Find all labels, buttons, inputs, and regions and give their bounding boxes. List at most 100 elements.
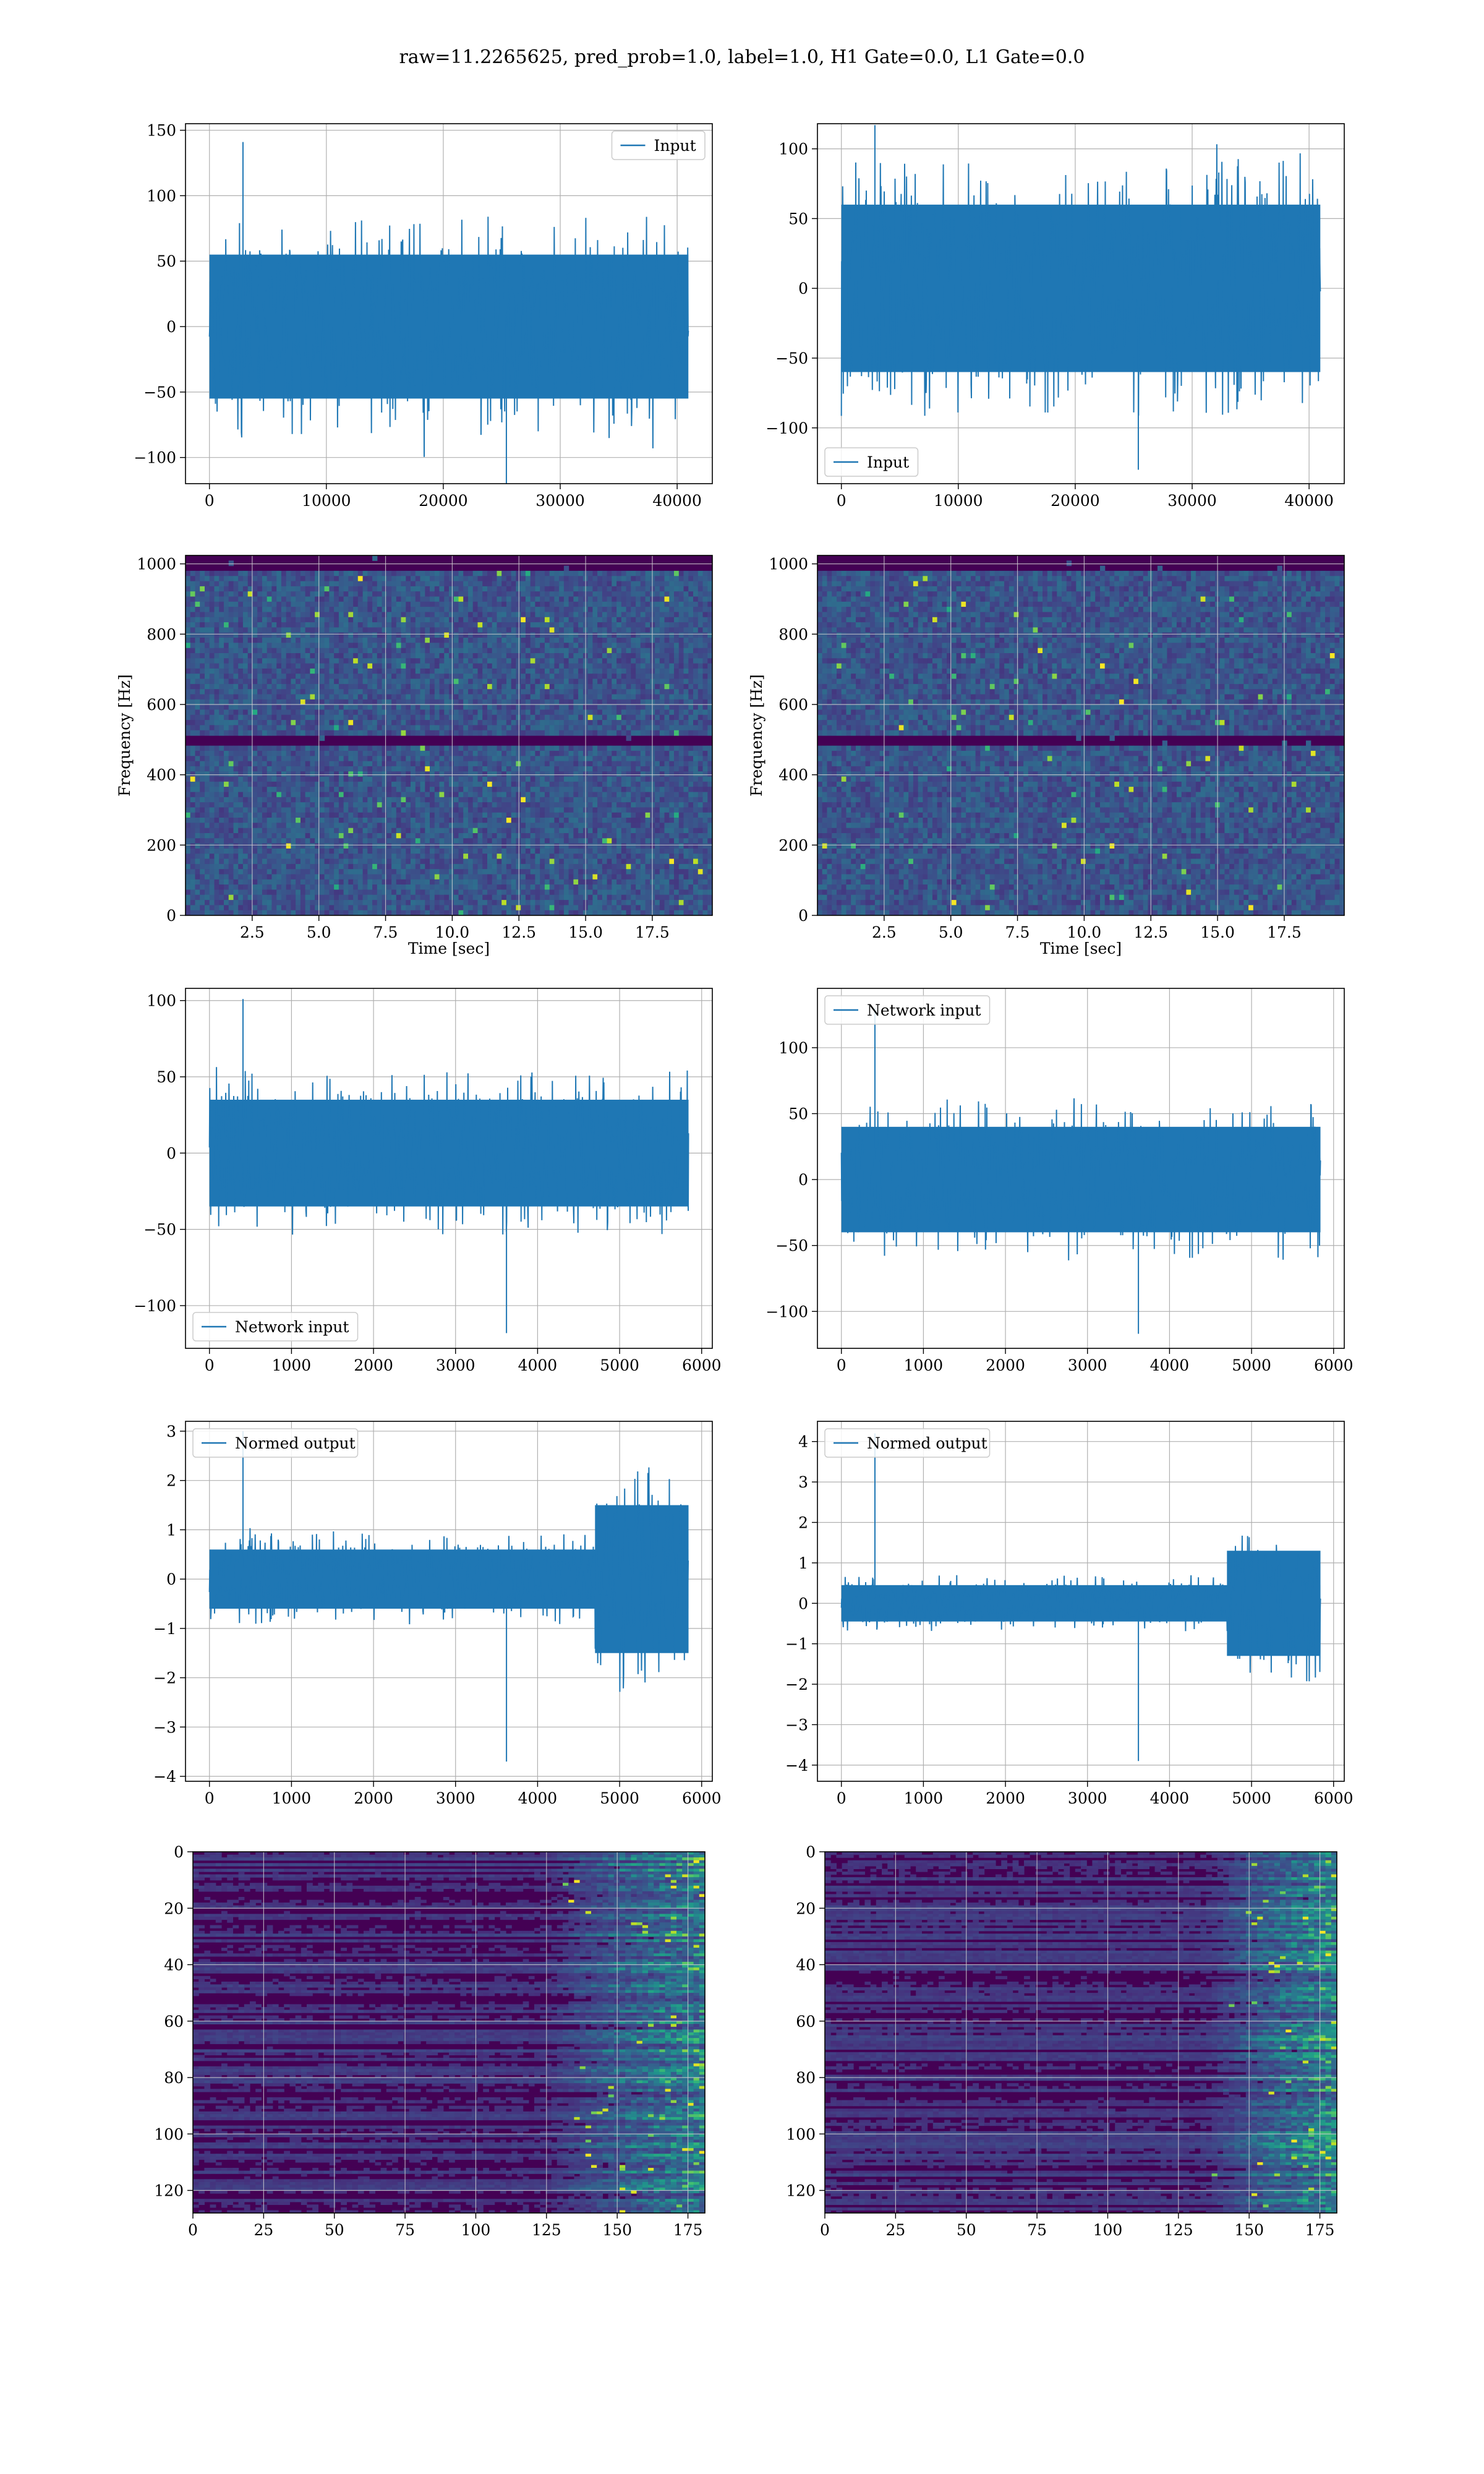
x-tick-label: 40000 — [652, 492, 702, 510]
x-tick-label: 5000 — [600, 1356, 639, 1374]
legend-label: Input — [867, 453, 909, 471]
legend: Normed output — [824, 1428, 991, 1458]
legend: Normed output — [192, 1428, 359, 1458]
axes-frame — [185, 1421, 713, 1782]
y-tick-label: −3 — [785, 1716, 808, 1734]
plot-area-normed-right — [817, 1421, 1344, 1781]
x-tick-label: 7.5 — [373, 923, 398, 941]
y-tick-label: 120 — [786, 2182, 816, 2200]
y-tick-label: −100 — [765, 419, 808, 437]
x-tick-label: 25 — [885, 2221, 905, 2239]
y-tick-label: 400 — [147, 766, 176, 784]
x-tick-label: 5000 — [1232, 1789, 1271, 1807]
y-tick-label: 60 — [796, 2013, 816, 2031]
y-tick-label: 0 — [166, 1570, 176, 1588]
x-tick-label: 150 — [602, 2221, 632, 2239]
y-tick-label: 200 — [147, 836, 176, 854]
heatmap-cells — [186, 555, 712, 915]
y-tick-label: 800 — [778, 625, 808, 643]
y-tick-label: 1000 — [769, 555, 808, 573]
y-tick-label: −50 — [775, 1237, 808, 1255]
x-tick-label: 2000 — [354, 1356, 393, 1374]
legend: Input — [824, 447, 919, 477]
x-tick-label: 30000 — [535, 492, 585, 510]
axes-frame — [817, 123, 1345, 484]
series-line-network-input — [840, 1008, 1321, 1334]
x-tick-label: 7.5 — [1005, 923, 1030, 941]
x-tick-label: 3000 — [436, 1356, 475, 1374]
x-tick-label: 2000 — [986, 1356, 1025, 1374]
plot-area-input-left — [186, 124, 712, 484]
x-tick-label: 5000 — [600, 1789, 639, 1807]
y-tick-label: 60 — [164, 2013, 184, 2031]
y-tick-label: 50 — [156, 1068, 176, 1086]
y-tick-label: −4 — [153, 1768, 176, 1786]
legend: Network input — [824, 995, 991, 1025]
y-tick-label: 0 — [166, 1144, 176, 1162]
x-tick-label: 0 — [188, 2221, 198, 2239]
subplot-features-left: 0 25 50 75 100 125 150 175 0 20 40 60 80 100 120 — [154, 1843, 706, 2239]
y-tick-label: 100 — [778, 1039, 808, 1057]
y-tick-label: −50 — [143, 1221, 176, 1239]
y-tick-label: 600 — [147, 696, 176, 714]
legend-box — [192, 1428, 359, 1458]
plot-area-input-right — [817, 124, 1344, 484]
x-tick-label: 1000 — [904, 1789, 944, 1807]
y-tick-label: 100 — [147, 187, 176, 205]
x-tick-label: 2.5 — [872, 923, 897, 941]
y-tick-label: 1 — [166, 1521, 176, 1539]
y-tick-label: 1000 — [137, 555, 176, 573]
axes-frame — [185, 988, 713, 1349]
plot-area-features-left — [193, 1852, 705, 2213]
y-tick-label: 800 — [147, 625, 176, 643]
x-tick-label: 0 — [205, 1356, 215, 1374]
x-tick-label: 10.0 — [435, 923, 470, 941]
x-tick-label: 4000 — [518, 1789, 558, 1807]
series-line-input — [840, 125, 1321, 470]
legend-label: Normed output — [235, 1434, 356, 1452]
x-tick-label: 20000 — [1051, 492, 1100, 510]
x-tick-label: 10000 — [302, 492, 351, 510]
y-tick-label: 0 — [798, 1594, 808, 1612]
y-tick-label: 40 — [164, 1956, 184, 1974]
legend-box — [611, 131, 706, 160]
plot-area-features-right — [825, 1852, 1337, 2213]
y-tick-label: −50 — [775, 349, 808, 367]
y-tick-label: 150 — [147, 122, 176, 140]
y-tick-label: 3 — [166, 1423, 176, 1440]
x-tick-label: 15.0 — [1200, 923, 1235, 941]
x-tick-label: 1000 — [272, 1356, 312, 1374]
subplot-normed-right: Normed output 0 1000 2000 3000 4000 5000 6000 −4… — [785, 1421, 1354, 1807]
x-tick-label: 0 — [205, 1789, 215, 1807]
x-tick-label: 0 — [205, 492, 215, 510]
x-tick-label: 12.5 — [501, 923, 536, 941]
y-tick-label: −100 — [134, 449, 176, 467]
x-tick-label: 30000 — [1167, 492, 1217, 510]
subplot-normed-left: Normed output 0 1000 2000 3000 4000 5000 6000 −4… — [153, 1421, 722, 1807]
y-tick-label: 600 — [778, 696, 808, 714]
axes-frame — [185, 123, 713, 484]
x-tick-label: 4000 — [1150, 1789, 1190, 1807]
y-tick-label: −100 — [765, 1303, 808, 1320]
y-tick-label: 3 — [798, 1473, 808, 1491]
y-tick-label: 120 — [154, 2182, 184, 2200]
axes-frame — [824, 1851, 1337, 2214]
x-tick-label: 150 — [1234, 2221, 1264, 2239]
x-tick-label: 12.5 — [1133, 923, 1168, 941]
x-tick-label: 6000 — [682, 1356, 722, 1374]
y-tick-label: 200 — [778, 836, 808, 854]
axes-frame — [817, 555, 1345, 916]
y-tick-label: −1 — [785, 1635, 808, 1653]
y-tick-label: −100 — [134, 1297, 176, 1315]
y-tick-label: 0 — [798, 280, 808, 297]
x-tick-label: 6000 — [1314, 1356, 1354, 1374]
y-tick-label: 0 — [166, 907, 176, 925]
y-tick-label: 50 — [788, 210, 808, 228]
x-tick-label: 6000 — [1314, 1789, 1354, 1807]
legend-label: Input — [654, 137, 696, 155]
y-tick-label: 40 — [796, 1956, 816, 1974]
subplot-input-right: Input 0 10000 20000 30000 40000 −100 −50 0 50 100 — [765, 123, 1345, 510]
plot-area-normed-left — [186, 1421, 712, 1781]
x-tick-label: 1000 — [904, 1356, 944, 1374]
